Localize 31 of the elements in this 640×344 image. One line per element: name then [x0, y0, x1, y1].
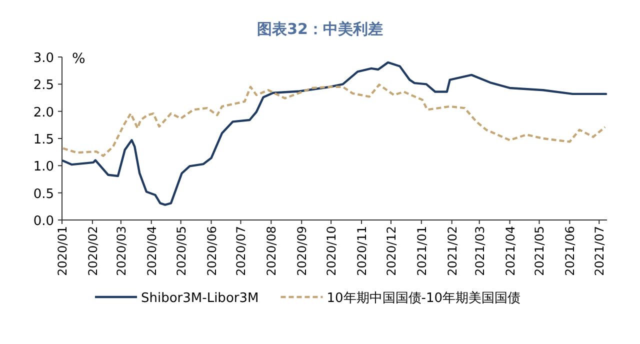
x-tick-label: 2020/10 — [324, 226, 339, 276]
x-tick-label: 2020/09 — [295, 226, 310, 276]
x-tick-label: 2020/08 — [264, 226, 279, 276]
y-axis-title: % — [72, 51, 86, 67]
x-tick-label: 2021/05 — [532, 226, 547, 276]
line-series — [62, 84, 606, 157]
y-tick-label: 2.5 — [33, 78, 54, 94]
y-tick-label: 0.5 — [33, 186, 54, 202]
x-tick-label: 2020/05 — [174, 226, 188, 276]
y-tick-label: 0.0 — [33, 214, 54, 229]
x-tick-label: 2020/07 — [234, 226, 248, 276]
x-tick-label: 2021/02 — [445, 226, 460, 276]
x-tick-label: 2021/06 — [563, 226, 578, 276]
chart-title: 图表32：中美利差 — [257, 20, 383, 38]
x-tick-label: 2020/03 — [114, 226, 128, 276]
x-tick-label: 2020/04 — [144, 226, 159, 276]
x-tick-label: 2020/11 — [355, 226, 370, 276]
x-tick-label: 2021/04 — [503, 226, 518, 276]
x-tick-label: 2020/12 — [384, 226, 398, 276]
x-tick-label: 2020/01 — [56, 226, 70, 276]
legend-label: Shibor3M-Libor3M — [141, 291, 259, 306]
x-tick-label: 2021/01 — [414, 226, 429, 276]
y-tick-label: 2.0 — [33, 105, 54, 120]
x-tick-label: 2021/03 — [472, 226, 487, 276]
x-tick-label: 2021/07 — [592, 226, 607, 276]
legend-label: 10年期中国国债-10年期美国国债 — [326, 290, 521, 306]
x-tick-label: 2020/02 — [86, 226, 100, 276]
x-tick-label: 2020/06 — [204, 226, 219, 276]
y-tick-label: 3.0 — [33, 51, 54, 66]
y-tick-label: 1.5 — [33, 132, 54, 148]
y-tick-label: 1.0 — [33, 160, 54, 175]
